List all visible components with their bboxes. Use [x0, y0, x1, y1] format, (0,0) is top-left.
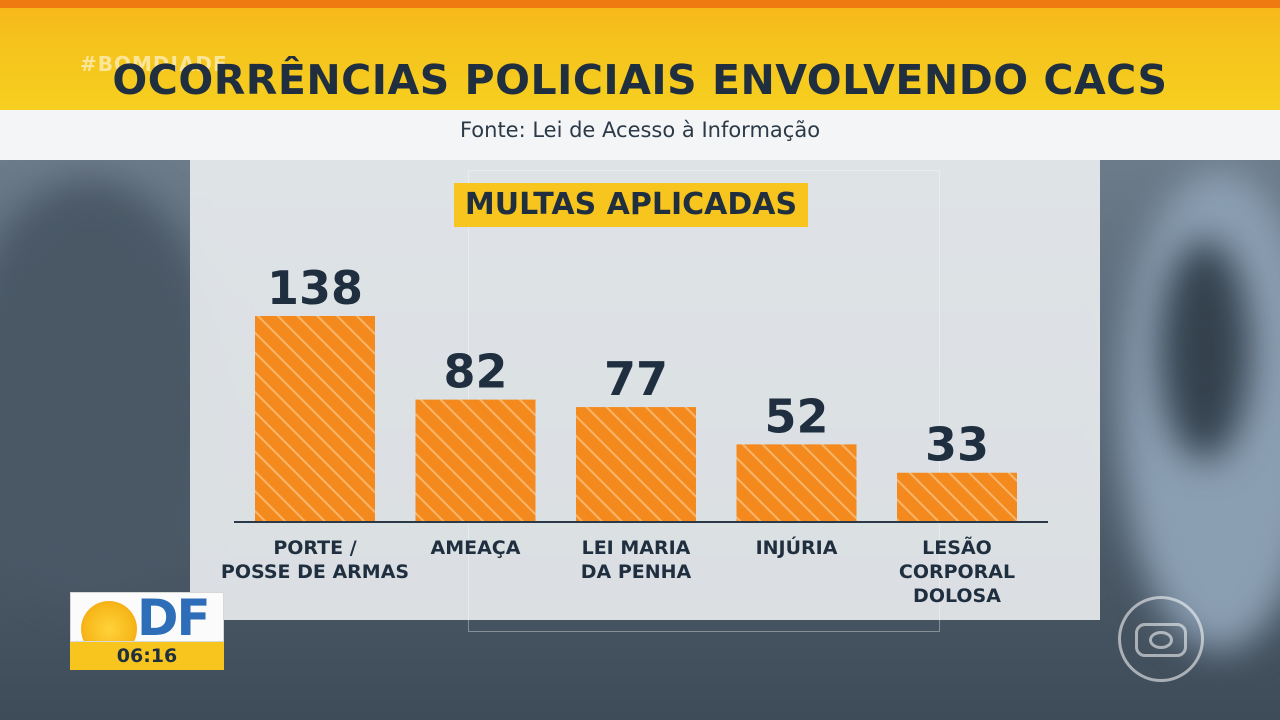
category-label-4-line-0: LESÃO [922, 535, 992, 559]
category-label-2-line-0: LEI MARIA [582, 537, 691, 559]
value-label-2: 77 [604, 352, 668, 406]
category-label-4-line-2: DOLOSA [913, 585, 1001, 607]
clock: 06:16 [70, 642, 224, 670]
page-title: OCORRÊNCIAS POLICIAIS ENVOLVENDO CACS [112, 56, 1168, 104]
category-label-0-line-1: POSSE DE ARMAS [221, 561, 409, 583]
value-label-1: 82 [443, 345, 507, 399]
logo-badge: DF [70, 592, 224, 642]
source-caption: Fonte: Lei de Acesso à Informação [459, 118, 821, 142]
category-label-4-line-1: CORPORAL [899, 561, 1015, 583]
category-label-1-line-0: AMEAÇA [431, 537, 521, 559]
bar-0 [255, 316, 375, 522]
value-label-3: 52 [764, 389, 828, 443]
value-label-0: 138 [267, 261, 363, 315]
hashtag-watermark: #BOMDIADF [80, 52, 228, 76]
sun-icon [81, 601, 137, 641]
title-band [0, 8, 1280, 110]
source-band [0, 110, 1280, 160]
program-logo: DF 06:16 [70, 592, 224, 670]
bar-3 [736, 444, 857, 522]
value-label-4: 33 [925, 418, 989, 472]
bar-1 [415, 399, 536, 522]
globo-watermark-icon [1118, 596, 1204, 682]
category-label-2-line-1: DA PENHA [581, 561, 692, 583]
chart-title: MULTAS APLICADAS [454, 183, 808, 227]
bar-4 [897, 472, 1017, 522]
category-label-3-line-0: INJÚRIA [756, 535, 838, 559]
top-accent-stripe [0, 0, 1280, 8]
bar-2 [576, 407, 696, 522]
category-label-0-line-0: PORTE / [273, 537, 356, 559]
logo-text: DF [137, 592, 211, 642]
